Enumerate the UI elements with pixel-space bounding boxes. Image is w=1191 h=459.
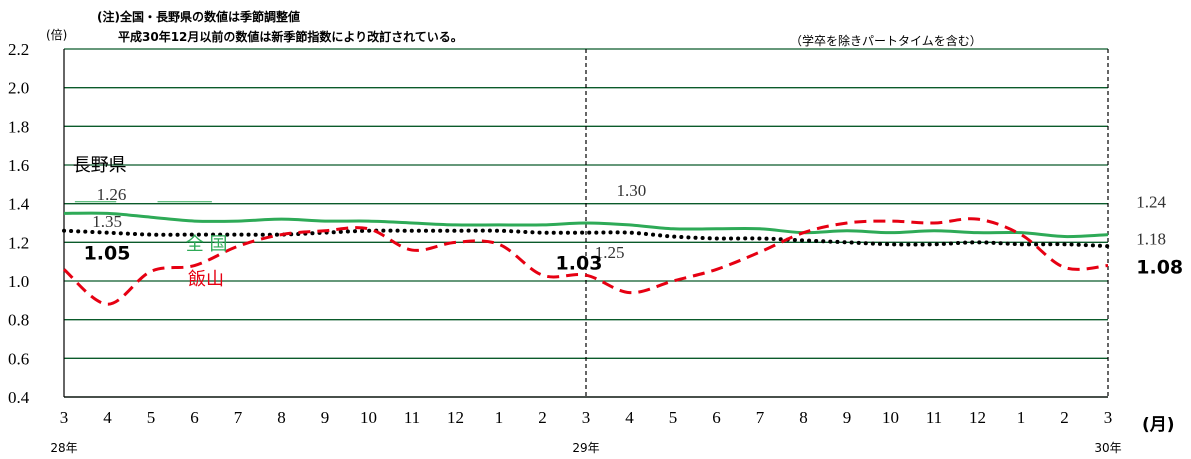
value-annotation: 1.26: [97, 185, 127, 204]
x-tick-label: 9: [321, 408, 330, 427]
x-tick-label: 9: [843, 408, 852, 427]
value-annotation: 1.08: [1136, 256, 1183, 278]
y-tick-label: 1.4: [8, 195, 30, 214]
x-tick-labels: 3 4 5 6 7 8 9 10 11 12 1 2 3 4 5 6 7 8 9 10 11 12 1 2 3: [60, 408, 1113, 427]
x-tick-label: 1: [495, 408, 504, 427]
x-tick-label: 6: [190, 408, 199, 427]
x-tick-label: 3: [582, 408, 591, 427]
y-tick-label: 0.6: [8, 349, 29, 368]
x-tick-label: 5: [147, 408, 156, 427]
y-tick-label: 1.2: [8, 233, 29, 252]
value-annotation: 1.25: [595, 243, 625, 262]
x-tick-label: 2: [538, 408, 547, 427]
note-line-1: (注)全国・長野県の数値は季節調整値: [97, 9, 300, 24]
value-annotation: 1.24: [1136, 193, 1166, 212]
x-tick-label: 11: [404, 408, 420, 427]
x-tick-label: 6: [712, 408, 721, 427]
x-tick-label: 12: [969, 408, 986, 427]
value-annotation: 1.05: [84, 243, 131, 265]
y-tick-label: 2.0: [8, 79, 29, 98]
y-tick-label: 1.8: [8, 117, 29, 136]
x-tick-label: 10: [360, 408, 377, 427]
series-line-2: [62, 217, 1109, 306]
axes: [63, 49, 1108, 398]
x-tick-label: 12: [447, 408, 464, 427]
value-annotation: 1.18: [1136, 229, 1166, 248]
series-label: 全 国: [186, 234, 228, 255]
x-tick-label: 11: [926, 408, 942, 427]
x-unit-label: (月): [1142, 415, 1175, 435]
value-annotations: 1.26 1.35 1.05 1.30 1.251.03 1.24 1.18 1.08: [74, 181, 1183, 278]
y-tick-label: 0.8: [8, 311, 29, 330]
x-tick-label: 2: [1060, 408, 1069, 427]
year-labels: 28年 29年 30年: [50, 441, 1121, 455]
series-lines: [62, 211, 1110, 306]
x-tick-label: 8: [277, 408, 286, 427]
y-tick-label: 1.0: [8, 272, 29, 291]
value-annotation: 1.35: [92, 212, 122, 231]
x-tick-label: 4: [625, 408, 634, 427]
value-annotation: 1.30: [616, 181, 646, 200]
year-label: 30年: [1094, 441, 1121, 455]
series-label: 長野県: [73, 155, 127, 176]
series-line-0: [63, 211, 1109, 239]
note-line-2: 平成30年12月以前の数値は新季節指数により改訂されている。: [118, 29, 463, 44]
note-right: （学卒を除きパートタイムを含む）: [790, 33, 982, 48]
x-tick-label: 8: [799, 408, 808, 427]
x-tick-label: 5: [669, 408, 678, 427]
dashed-divider-lines: [585, 49, 1109, 397]
x-tick-label: 3: [1104, 408, 1113, 427]
y-tick-labels: 0.4 0.6 0.8 1.0 1.2 1.4 1.6 1.8 2.0 2.2: [8, 40, 30, 407]
x-tick-label: 7: [756, 408, 765, 427]
series-label: 飯山: [188, 269, 224, 290]
year-label: 28年: [50, 441, 77, 455]
y-tick-label: 0.4: [8, 388, 30, 407]
x-tick-label: 3: [60, 408, 69, 427]
value-annotation: 1.03: [556, 252, 603, 274]
x-tick-label: 10: [882, 408, 899, 427]
x-tick-label: 4: [103, 408, 112, 427]
x-tick-label: 7: [234, 408, 243, 427]
y-tick-label: 1.6: [8, 156, 29, 175]
year-label: 29年: [572, 441, 599, 455]
x-tick-label: 1: [1017, 408, 1026, 427]
y-unit-label: (倍): [46, 27, 67, 42]
y-tick-label: 2.2: [8, 40, 29, 59]
